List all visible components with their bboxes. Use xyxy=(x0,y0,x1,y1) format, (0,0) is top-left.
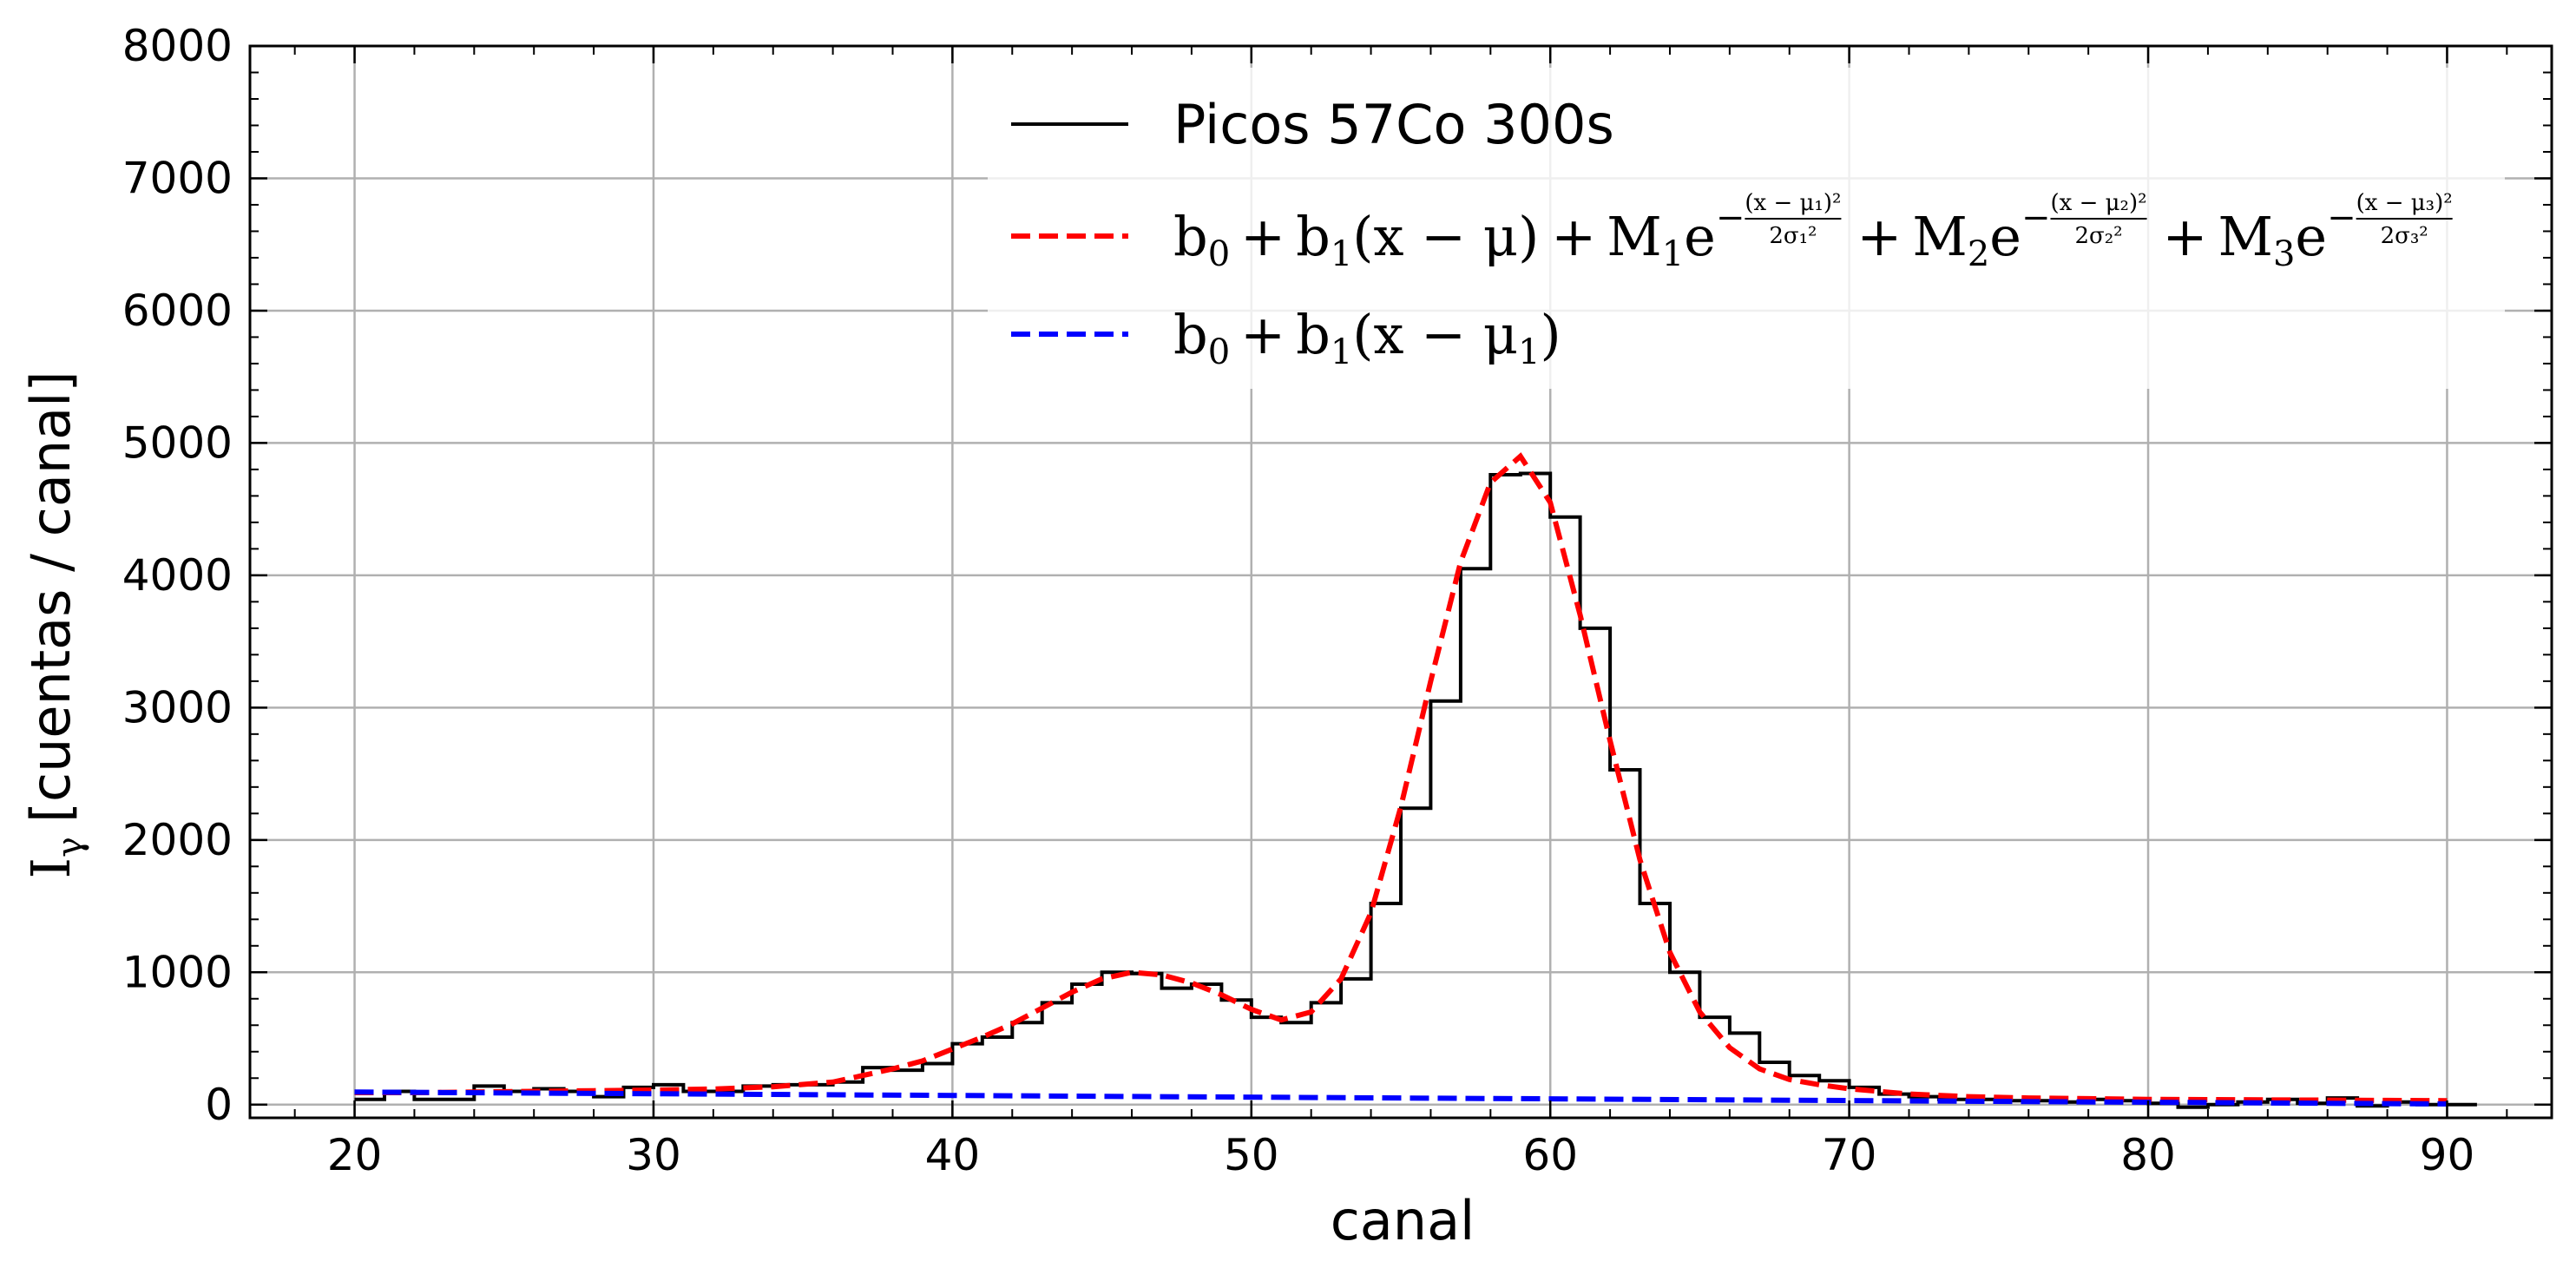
legend-math-sub: 1 xyxy=(1518,332,1540,372)
x-tick-label: 80 xyxy=(2120,1130,2176,1180)
legend-math-exp-numerator: (x − μ₃)² xyxy=(2356,190,2453,216)
y-axis-symbol: I xyxy=(19,857,82,879)
y-tick-label: 5000 xyxy=(122,417,233,468)
legend-math-e: e xyxy=(2295,205,2327,268)
legend-math-sub: 1 xyxy=(1331,332,1352,372)
y-tick-label: 1000 xyxy=(122,947,233,997)
x-axis-title: canal xyxy=(1331,1189,1475,1252)
y-tick-label: 2000 xyxy=(122,815,233,865)
legend-math-exp-denominator: 2σ₁² xyxy=(1769,223,1817,249)
legend-math-b: b xyxy=(1173,205,1208,268)
x-tick-label: 40 xyxy=(925,1130,981,1180)
y-tick-label: 0 xyxy=(205,1080,233,1130)
x-tick-label: 70 xyxy=(1822,1130,1877,1180)
legend-math-e: e xyxy=(1989,205,2021,268)
legend-math-m: M xyxy=(2218,205,2272,268)
y-tick-label: 7000 xyxy=(122,153,233,203)
plot-frame xyxy=(248,44,2553,1120)
legend-math-exp-denominator: 2σ₃² xyxy=(2381,223,2428,249)
x-tick-label: 30 xyxy=(626,1130,681,1180)
y-axis-subscript: γ xyxy=(50,837,90,857)
legend-math-b: b xyxy=(1173,303,1208,366)
y-axis-title: Iγ [cuentas / canal] xyxy=(19,371,90,878)
plot-series xyxy=(354,452,2477,1109)
y-tick-label: 8000 xyxy=(122,21,233,71)
legend-math-e: e xyxy=(1684,205,1716,268)
legend-math-plus: + xyxy=(1240,303,1285,366)
legend-math-sub: 1 xyxy=(1331,234,1352,274)
axis-ticks xyxy=(250,44,2552,1118)
legend-math-plus: + xyxy=(1551,205,1596,268)
legend-math-paren: (x − μ xyxy=(1352,303,1518,366)
legend-math-exp-numerator: (x − μ₁)² xyxy=(1745,190,1841,216)
y-axis-label: [cuentas / canal] xyxy=(19,371,82,823)
legend-math-exp-minus: − xyxy=(2021,198,2051,238)
legend-math-close: ) xyxy=(1541,303,1561,366)
series-line-2 xyxy=(354,452,2448,1104)
legend-math-m: M xyxy=(1607,205,1661,268)
legend-math-sub: 3 xyxy=(2273,234,2295,274)
x-tick-label: 50 xyxy=(1224,1130,1279,1180)
legend-math-exp-numerator: (x − μ₂)² xyxy=(2051,190,2147,216)
legend-math-b: b xyxy=(1296,303,1331,366)
svg-text:Iγ[cuentas / canal]: Iγ [cuentas / canal] xyxy=(19,371,90,878)
series-line-3 xyxy=(354,1089,2448,1107)
tick-labels: 20 30 40 50 60 70 80 90010002000300040005000600… xyxy=(122,21,2475,1180)
legend-math-plus: + xyxy=(1856,205,1902,268)
x-tick-label: 60 xyxy=(1522,1130,1578,1180)
legend-math-sub: 1 xyxy=(1662,234,1684,274)
legend-math-exp-minus: − xyxy=(2327,198,2356,238)
legend-math-plus: + xyxy=(2163,205,2208,268)
legend-math-sub: 0 xyxy=(1208,234,1230,274)
y-tick-label: 3000 xyxy=(122,682,233,732)
y-tick-label: 6000 xyxy=(122,286,233,336)
y-tick-label: 4000 xyxy=(122,550,233,601)
legend-math-exp-denominator: 2σ₂² xyxy=(2074,223,2122,249)
legend-box xyxy=(988,68,2505,389)
legend-math-plus: + xyxy=(1240,205,1285,268)
legend-math-exp-minus: − xyxy=(1716,198,1745,238)
legend-math-b: b xyxy=(1296,205,1331,268)
legend-label-1: Picos 57Co 300s xyxy=(1173,93,1614,156)
legend-math-sub: 0 xyxy=(1208,332,1230,372)
legend-math-m: M xyxy=(1912,205,1967,268)
x-tick-label: 20 xyxy=(327,1130,383,1180)
legend-math-sub: 2 xyxy=(1968,234,1989,274)
legend-math-paren: (x − μ) xyxy=(1352,205,1539,268)
x-tick-label: 90 xyxy=(2420,1130,2475,1180)
